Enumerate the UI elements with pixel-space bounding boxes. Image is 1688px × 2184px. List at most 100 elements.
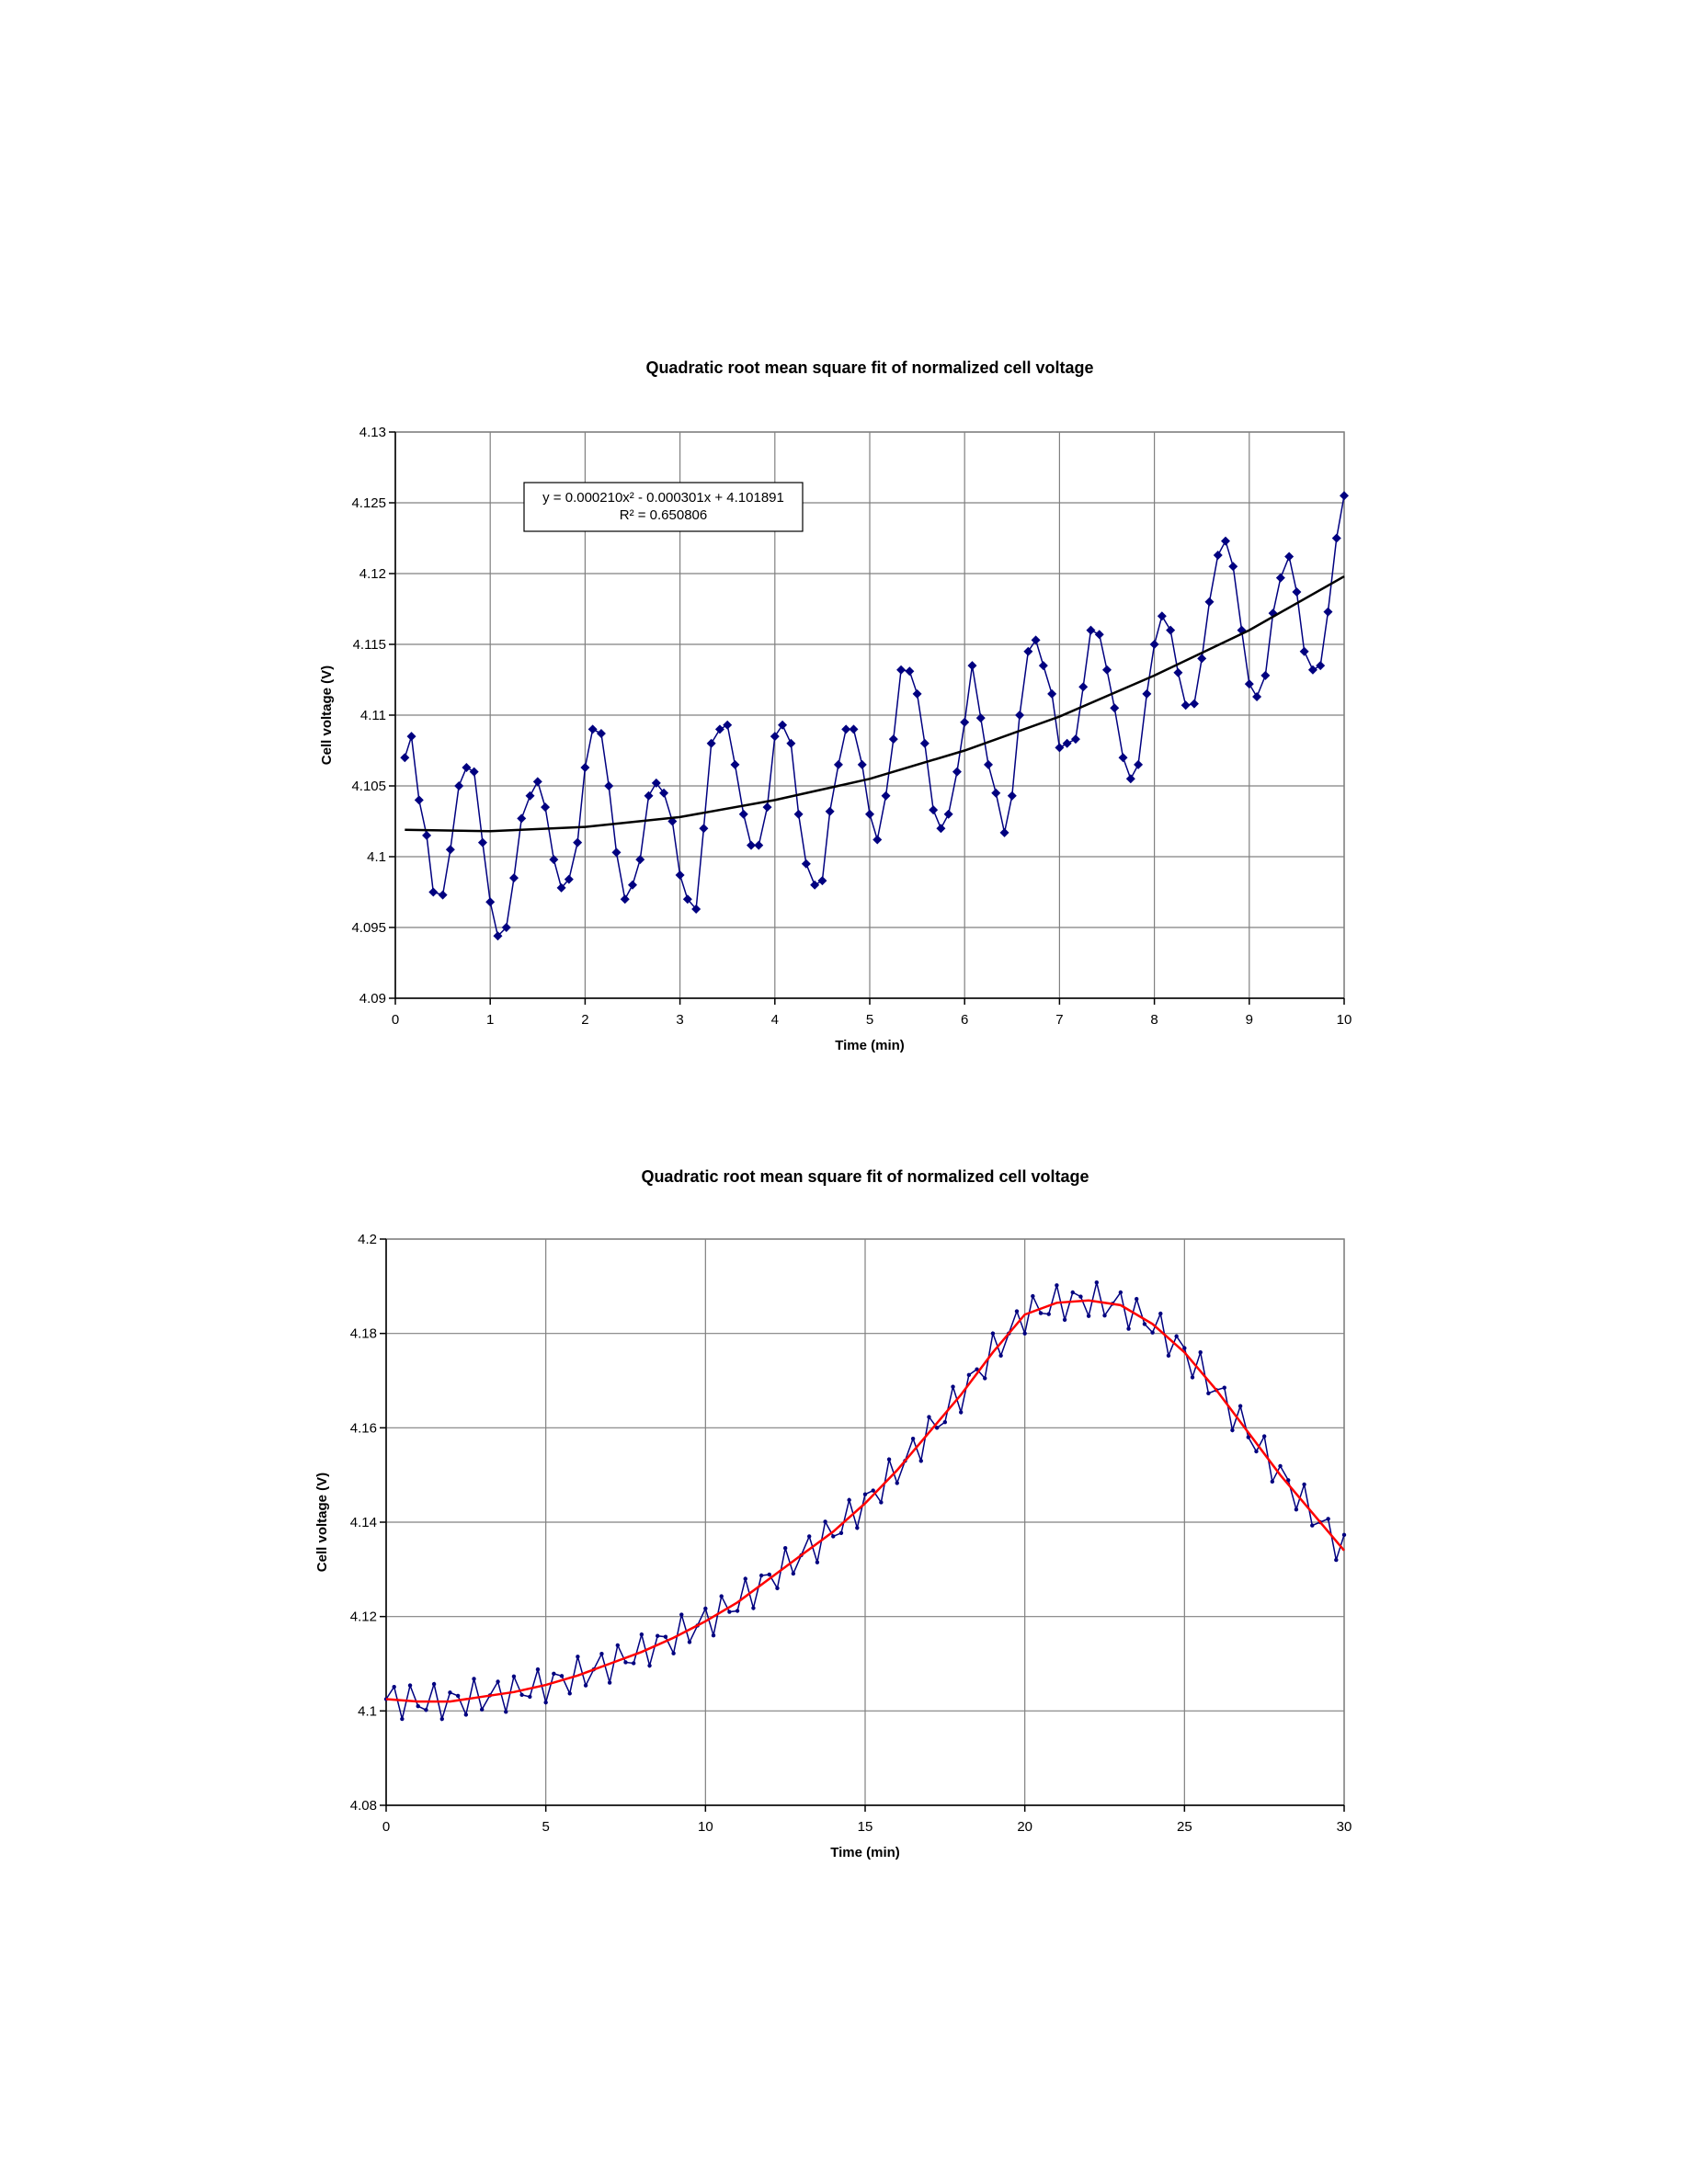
data-point xyxy=(469,767,479,777)
data-point xyxy=(1307,665,1317,675)
data-point xyxy=(786,738,796,748)
y-tick-label: 4.125 xyxy=(351,495,386,511)
data-point xyxy=(782,1546,788,1551)
data-point xyxy=(604,781,614,791)
data-point xyxy=(1197,654,1207,664)
data-point xyxy=(599,1652,604,1656)
data-point xyxy=(1070,734,1080,745)
data-point xyxy=(615,1643,621,1648)
data-point xyxy=(587,724,598,734)
chart: 4.09 4.095 4.1 4.105 4.11 4.115 4.12 4.125 4.13 0… xyxy=(319,358,1352,1053)
data-point xyxy=(778,720,788,730)
y-tick-label: 4.13 xyxy=(359,425,386,440)
data-point xyxy=(896,665,907,675)
data-point xyxy=(919,738,930,748)
data-point xyxy=(886,1457,892,1462)
data-point xyxy=(462,762,472,772)
x-tick-label: 5 xyxy=(866,1012,873,1028)
data-point xyxy=(1275,573,1285,583)
annotation-box xyxy=(523,482,804,532)
data-point xyxy=(493,931,503,941)
data-point xyxy=(849,724,859,734)
data-point xyxy=(966,1372,972,1378)
data-point xyxy=(984,759,993,769)
data-point xyxy=(825,806,835,816)
data-point xyxy=(400,753,410,763)
data-point xyxy=(714,724,724,734)
data-point xyxy=(699,824,709,834)
data-point xyxy=(1031,1293,1035,1299)
data-point xyxy=(1014,1309,1020,1314)
y-tick-label: 4.1 xyxy=(358,1703,377,1719)
data-point xyxy=(448,1690,452,1695)
data-point xyxy=(623,1660,628,1665)
x-tick-label: 0 xyxy=(392,1012,399,1028)
data-point xyxy=(738,809,748,819)
data-point xyxy=(1149,640,1159,649)
data-point xyxy=(1070,1290,1075,1295)
data-point xyxy=(509,873,519,883)
data-point xyxy=(549,855,559,865)
data-point xyxy=(1158,1311,1163,1316)
data-point xyxy=(392,1684,396,1689)
data-point xyxy=(496,1679,500,1684)
data-point xyxy=(1221,536,1230,546)
data-point xyxy=(463,1712,469,1717)
data-point xyxy=(472,1677,476,1681)
data-point xyxy=(865,809,874,819)
data-point xyxy=(929,805,939,815)
fit-line xyxy=(385,1299,1345,1703)
data-point xyxy=(1198,1350,1203,1355)
data-point xyxy=(1078,1294,1083,1299)
data-point xyxy=(431,1681,437,1687)
data-point xyxy=(1326,1517,1330,1521)
data-point xyxy=(912,688,922,699)
data-point xyxy=(934,1426,940,1430)
data-point xyxy=(1055,743,1065,753)
data-point xyxy=(743,1576,747,1581)
data-point xyxy=(407,1683,413,1688)
data-point xyxy=(1055,1283,1059,1288)
data-point xyxy=(1102,665,1112,675)
chart: 4.08 4.1 4.12 4.14 4.16 4.18 4.2 0 5 10 15 20 25 30 Qu… xyxy=(314,1167,1352,1860)
data-point xyxy=(871,1488,875,1493)
y-tick-label: 4.16 xyxy=(350,1420,377,1436)
data-point xyxy=(620,894,630,904)
data-point xyxy=(888,734,898,745)
data-point xyxy=(445,845,455,855)
data-point xyxy=(1341,1532,1347,1538)
data-point xyxy=(1126,1326,1131,1331)
data-point xyxy=(1261,1434,1267,1439)
data-point xyxy=(975,713,986,723)
data-point xyxy=(651,778,661,788)
data-point xyxy=(723,720,733,730)
data-point xyxy=(583,1683,588,1688)
data-point xyxy=(1316,661,1326,671)
data-point xyxy=(416,1704,420,1709)
data-point xyxy=(1284,552,1295,562)
data-point xyxy=(751,1606,756,1610)
data-point xyxy=(719,1594,724,1598)
data-point xyxy=(1270,1479,1275,1484)
data-point xyxy=(1142,1322,1147,1326)
data-point xyxy=(1134,759,1144,769)
data-point xyxy=(559,1674,565,1678)
data-point xyxy=(1340,491,1349,501)
x-tick-label: 20 xyxy=(1017,1819,1032,1835)
data-point xyxy=(793,809,804,819)
y-tick-label: 4.18 xyxy=(350,1326,377,1342)
x-tick-label: 9 xyxy=(1246,1012,1253,1028)
x-tick-label: 5 xyxy=(542,1819,549,1835)
y-tick-label: 4.11 xyxy=(360,708,386,723)
x-axis-label: Time (min) xyxy=(835,1038,905,1053)
data-point xyxy=(1222,1385,1226,1390)
data-point xyxy=(1062,1317,1067,1322)
data-point xyxy=(1150,1330,1155,1335)
data-point xyxy=(556,882,566,893)
y-tick-label: 4.12 xyxy=(350,1610,377,1625)
y-axis-label: Cell voltage (V) xyxy=(314,1473,330,1572)
data-point xyxy=(1331,533,1341,543)
x-tick-label: 10 xyxy=(698,1819,713,1835)
x-tick-label: 4 xyxy=(771,1012,779,1028)
